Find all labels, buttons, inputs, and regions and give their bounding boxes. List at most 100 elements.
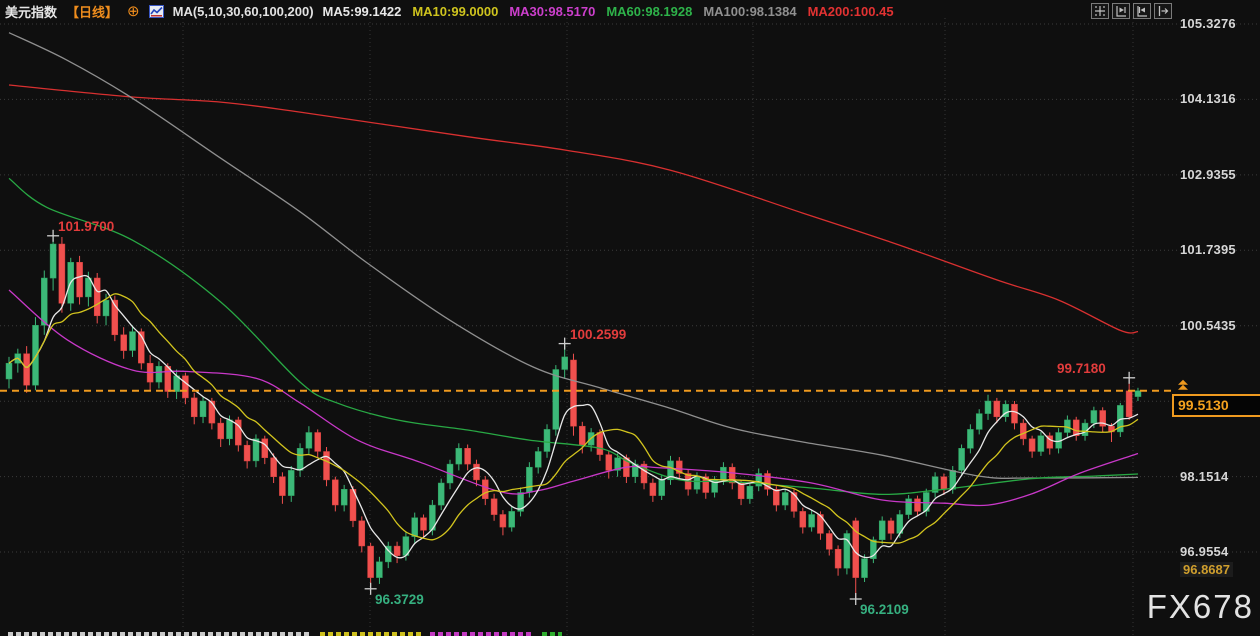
candle-body [1028,438,1036,452]
axis-label: 102.9355 [1180,167,1236,182]
candle-body [93,277,101,317]
candle-body [482,479,489,499]
candle-body [1020,422,1027,440]
candle-body [279,476,286,496]
candle-body [508,511,515,528]
axis-label: 101.7395 [1180,242,1236,257]
axis-label: 96.9554 [1180,544,1229,559]
fx678-watermark: FX678 [1146,588,1254,625]
candle-body [534,451,542,468]
candle-body [85,277,92,298]
ma-line-ma100 [8,32,1139,479]
candle-body [817,514,824,534]
candle-body [914,498,921,512]
candle-body [429,504,436,531]
candle-body [1081,422,1089,436]
candle-body [596,432,604,455]
ma-value-label: MA60:98.1928 [606,4,693,19]
candle-body [358,520,366,547]
candle-body [984,400,992,414]
candle-body [208,400,216,424]
candle-body [296,448,304,471]
ma-line-ma60 [8,177,1139,496]
candle-body [376,561,383,578]
candle-body [826,533,833,550]
candle-body [1134,390,1142,397]
candle-body [464,448,471,465]
candle-body [199,400,207,418]
crosshair-tool-button[interactable] [1091,3,1109,19]
candle-body [649,482,657,496]
ma-value-label: MA100:98.1384 [703,4,797,19]
candle-body [1125,390,1133,418]
candle-body [252,438,260,462]
candle-body [605,454,613,471]
candle-body [1090,410,1098,424]
candle-body [967,429,974,449]
timeframe-label[interactable]: 【日线】 [66,5,119,20]
candle-body [23,353,30,386]
candle-body [190,397,198,418]
axis-low-value: 96.8687 [1183,562,1230,577]
candle-body [420,517,427,531]
candle-body [808,514,815,528]
candle-body [138,331,145,364]
current-price-value: 99.5130 [1178,397,1229,413]
price-annotation: 96.2109 [860,602,909,617]
candle-body [702,476,710,493]
ma-line-ma10 [8,293,1139,544]
candle-body [243,444,251,462]
ma-line-ma5 [8,274,1139,559]
candle-body [958,448,965,471]
go-to-latest-button[interactable] [1154,3,1172,19]
ma-line-ma30 [8,289,1139,507]
scale-right-button[interactable] [1133,3,1151,19]
price-annotation: 96.3729 [375,592,424,607]
chart-type-icon[interactable] [148,5,164,18]
price-annotation: 100.2599 [570,327,627,342]
candle-body [1064,419,1071,433]
candle-body [720,466,727,481]
candle-body [773,489,780,506]
crosshair-icon [1095,6,1105,16]
ma-line-ma200 [8,84,1139,334]
price-up-arrow-icon [1178,379,1188,385]
candle-body [182,375,189,399]
axis-label: 104.1316 [1180,91,1236,106]
candle-body [102,299,110,317]
candle-body [878,520,886,540]
candle-body [111,299,119,336]
candle-body [790,492,798,512]
ma-values-row: MA5:99.1422 MA10:99.0000 MA30:98.5170 MA60:… [323,4,894,19]
candle-body [861,558,868,578]
add-indicator-icon[interactable]: ⊕ [127,3,140,20]
candle-body [764,473,771,490]
candle-body [129,331,136,351]
chart-header: 美元指数 【日线】 ⊕ MA(5,10,30,60,100,200) MA5:9… [5,2,894,21]
candle-body [543,429,551,452]
clipped-text-segment [542,632,562,636]
candle-body [693,476,701,490]
axis-label: 98.1514 [1180,469,1229,484]
candle-body [975,413,983,430]
candle-body [993,400,1001,418]
candle-body [1002,403,1009,418]
candle-body [1037,435,1045,452]
scale-left-button[interactable] [1112,3,1130,19]
candle-body [870,539,877,559]
current-price-tag: 99.5130 [1172,394,1260,417]
candle-body [455,448,463,465]
axis-low-marker: 96.8687 [1180,562,1233,577]
candle-body [76,262,83,298]
candle-body [931,476,939,493]
instrument-title: 美元指数 [5,5,58,20]
candle-body [323,451,330,481]
candle-body [746,485,754,500]
candle-body [287,470,295,496]
ma-value-label: MA10:99.0000 [412,4,499,19]
ma-value-label: MA5:99.1422 [322,4,402,19]
candle-body [164,366,172,392]
candle-body [217,422,224,440]
